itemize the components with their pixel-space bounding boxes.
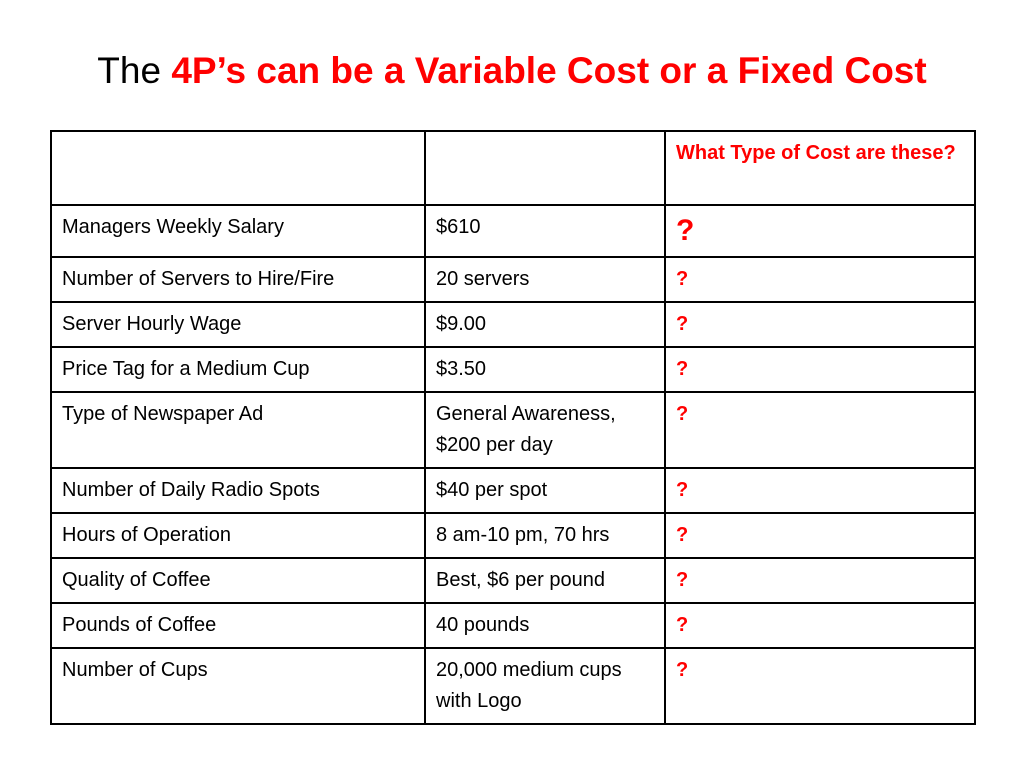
item-cell: Pounds of Coffee — [50, 602, 426, 649]
header-cell-value — [424, 130, 666, 206]
table-row: Price Tag for a Medium Cup $3.50 ? — [50, 346, 976, 393]
item-cell: Quality of Coffee — [50, 557, 426, 604]
item-cell: Type of Newspaper Ad — [50, 391, 426, 469]
table-row: Managers Weekly Salary $610 ? — [50, 204, 976, 258]
answer-mark: ? — [676, 524, 689, 546]
answer-mark: ? — [676, 569, 689, 591]
answer-mark: ? — [676, 358, 689, 380]
answer-cell: ? — [664, 346, 976, 393]
answer-mark: ? — [676, 313, 689, 335]
table-row: Quality of Coffee Best, $6 per pound ? — [50, 557, 976, 604]
value-cell: $610 — [424, 204, 666, 258]
answer-mark: ? — [676, 403, 689, 425]
item-cell: Hours of Operation — [50, 512, 426, 559]
cost-type-question: What Type of Cost are these? — [676, 142, 956, 164]
value-cell: 20,000 medium cups with Logo — [424, 647, 666, 725]
answer-cell: ? — [664, 557, 976, 604]
table-row: Server Hourly Wage $9.00 ? — [50, 301, 976, 348]
answer-mark: ? — [676, 614, 689, 636]
item-cell: Number of Daily Radio Spots — [50, 467, 426, 514]
answer-mark: ? — [676, 479, 689, 501]
answer-mark: ? — [676, 214, 695, 247]
value-cell: 40 pounds — [424, 602, 666, 649]
table-row: Number of Servers to Hire/Fire 20 server… — [50, 256, 976, 303]
item-cell: Managers Weekly Salary — [50, 204, 426, 258]
answer-mark: ? — [676, 268, 689, 290]
answer-cell: ? — [664, 301, 976, 348]
table-row: Number of Cups 20,000 medium cups with L… — [50, 647, 976, 725]
title-prefix: The — [97, 50, 172, 91]
slide-title: The 4P’s can be a Variable Cost or a Fix… — [0, 46, 1024, 96]
table-row: Pounds of Coffee 40 pounds ? — [50, 602, 976, 649]
item-cell: Number of Servers to Hire/Fire — [50, 256, 426, 303]
value-cell: Best, $6 per pound — [424, 557, 666, 604]
value-cell: $40 per spot — [424, 467, 666, 514]
answer-mark: ? — [676, 659, 689, 681]
item-cell: Number of Cups — [50, 647, 426, 725]
answer-cell: ? — [664, 602, 976, 649]
item-cell: Server Hourly Wage — [50, 301, 426, 348]
value-cell: $3.50 — [424, 346, 666, 393]
answer-cell: ? — [664, 204, 976, 258]
value-cell: 8 am-10 pm, 70 hrs — [424, 512, 666, 559]
answer-cell: ? — [664, 256, 976, 303]
header-cell-cost-type: What Type of Cost are these? — [664, 130, 976, 206]
table-row: Type of Newspaper Ad General Awareness, … — [50, 391, 976, 469]
value-cell: 20 servers — [424, 256, 666, 303]
table-row: Number of Daily Radio Spots $40 per spot… — [50, 467, 976, 514]
table-row: Hours of Operation 8 am-10 pm, 70 hrs ? — [50, 512, 976, 559]
table-header-row: What Type of Cost are these? — [50, 130, 976, 206]
title-highlight: 4P’s can be a Variable Cost or a Fixed C… — [171, 50, 927, 91]
answer-cell: ? — [664, 647, 976, 725]
cost-table: What Type of Cost are these? Managers We… — [50, 130, 976, 725]
answer-cell: ? — [664, 391, 976, 469]
value-cell: $9.00 — [424, 301, 666, 348]
answer-cell: ? — [664, 467, 976, 514]
header-cell-item — [50, 130, 426, 206]
value-cell: General Awareness, $200 per day — [424, 391, 666, 469]
item-cell: Price Tag for a Medium Cup — [50, 346, 426, 393]
answer-cell: ? — [664, 512, 976, 559]
